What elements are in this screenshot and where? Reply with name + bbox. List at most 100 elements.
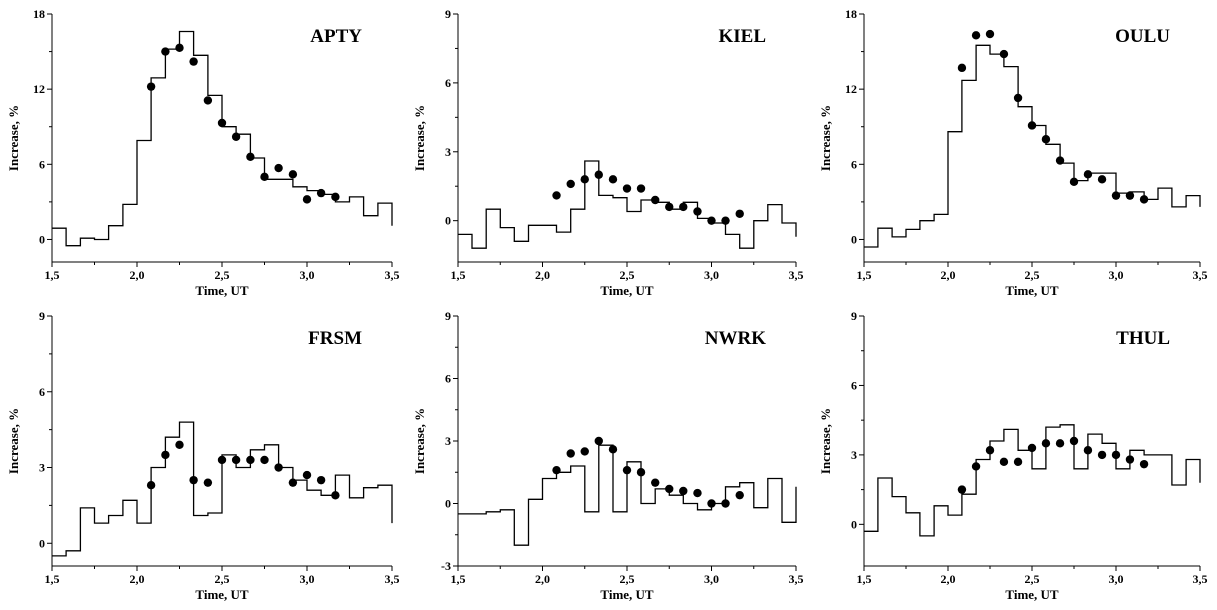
x-tick-label: 3,0	[1109, 572, 1124, 586]
x-tick-label: 3,0	[704, 268, 719, 282]
data-point	[608, 175, 618, 184]
data-point	[985, 29, 995, 39]
data-point	[217, 455, 227, 465]
data-point	[1041, 439, 1051, 448]
y-axis-label: Increase, %	[818, 105, 833, 171]
x-axis-label: Time, UT	[600, 587, 654, 602]
y-axis-label: Increase, %	[6, 408, 21, 474]
station-label: KIEL	[718, 26, 766, 47]
data-point	[721, 216, 730, 225]
x-tick-label: 2,5	[1025, 572, 1040, 586]
data-point	[999, 49, 1009, 59]
data-point	[957, 485, 967, 494]
panel-nwrk: 1,5 2,0 2,5 3,0 3,5 -3 0 3 6 9 Time, UT Increase, %…	[412, 309, 804, 602]
data-point	[651, 195, 660, 205]
data-point	[1125, 455, 1135, 464]
x-tick-label: 2,0	[941, 572, 956, 586]
y-tick-label: 9	[445, 309, 451, 323]
y-tick-label: 0	[445, 497, 451, 511]
y-tick-label: 0	[445, 214, 451, 228]
y-tick-label: 0	[851, 517, 857, 531]
data-point	[175, 440, 184, 449]
data-point	[1069, 436, 1079, 446]
y-axis-label: Increase, %	[818, 408, 833, 474]
data-point	[622, 184, 632, 193]
x-tick-label: 2,0	[535, 268, 550, 282]
data-point	[1055, 156, 1065, 165]
x-tick-label: 1,5	[857, 268, 872, 282]
data-point	[693, 488, 702, 498]
data-point	[189, 57, 198, 66]
data-point	[316, 188, 326, 198]
data-point	[331, 491, 340, 500]
x-axis-label: Time, UT	[600, 283, 654, 298]
data-point	[735, 490, 744, 500]
x-tick-label: 3,5	[385, 572, 400, 586]
x-tick-label: 1,5	[451, 572, 466, 586]
data-point	[665, 202, 674, 212]
data-point	[679, 202, 688, 212]
data-point	[707, 499, 716, 508]
y-tick-label: -3	[441, 559, 451, 573]
data-point	[622, 465, 632, 475]
y-axis-label: Increase, %	[412, 105, 427, 171]
x-tick-label: 2,0	[130, 572, 145, 586]
data-point	[288, 170, 298, 179]
data-point	[957, 63, 967, 73]
data-point	[1097, 450, 1107, 460]
step-histogram-series	[458, 444, 797, 546]
data-point	[594, 170, 603, 179]
station-label: FRSM	[308, 328, 362, 349]
step-histogram-series	[864, 44, 1201, 248]
x-tick-label: 3,0	[300, 268, 315, 282]
y-tick-label: 9	[445, 7, 451, 21]
data-point	[1069, 177, 1079, 187]
x-tick-label: 2,5	[620, 268, 635, 282]
data-point	[580, 447, 589, 456]
y-tick-label: 6	[851, 157, 857, 171]
y-tick-label: 3	[445, 434, 451, 448]
data-point	[566, 179, 575, 189]
y-tick-label: 0	[39, 232, 45, 246]
x-tick-label: 3,0	[300, 572, 315, 586]
data-point	[260, 455, 269, 465]
y-tick-label: 3	[851, 448, 857, 462]
panel-apty: 1,5 2,0 2,5 3,0 3,5 0 6 12 18 Time, UT Increase, %…	[6, 7, 400, 298]
data-point	[971, 462, 981, 471]
x-tick-label: 2,5	[1025, 268, 1040, 282]
station-label: APTY	[310, 26, 362, 47]
y-tick-label: 9	[851, 309, 857, 323]
x-tick-label: 2,0	[130, 268, 145, 282]
y-tick-label: 12	[33, 82, 45, 96]
panel-frsm: 1,5 2,0 2,5 3,0 3,5 0 3 6 9 Time, UT Increase, % FR…	[6, 309, 400, 602]
x-tick-label: 2,0	[535, 572, 550, 586]
data-point	[985, 446, 995, 455]
data-point	[175, 43, 184, 53]
data-point	[552, 191, 561, 200]
data-point	[288, 478, 298, 487]
x-tick-label: 3,0	[1109, 268, 1124, 282]
data-point	[566, 449, 575, 458]
data-point	[594, 436, 603, 446]
y-tick-label: 0	[851, 232, 857, 246]
data-point	[735, 209, 744, 218]
y-axis-label: Increase, %	[412, 408, 427, 474]
data-point	[1027, 121, 1037, 130]
x-tick-label: 1,5	[45, 572, 60, 586]
data-point	[636, 468, 646, 477]
x-tick-label: 2,0	[941, 268, 956, 282]
y-axis-label: Increase, %	[6, 105, 21, 171]
data-point	[260, 172, 269, 182]
x-tick-label: 3,5	[789, 268, 804, 282]
y-tick-label: 12	[845, 82, 857, 96]
data-point	[161, 47, 170, 56]
step-histogram-series	[52, 30, 393, 247]
data-point	[1139, 459, 1149, 469]
data-point	[608, 445, 618, 454]
x-tick-label: 1,5	[451, 268, 466, 282]
data-point	[274, 463, 283, 472]
data-point	[1139, 195, 1149, 204]
y-tick-label: 6	[851, 378, 857, 392]
data-point	[246, 455, 255, 465]
